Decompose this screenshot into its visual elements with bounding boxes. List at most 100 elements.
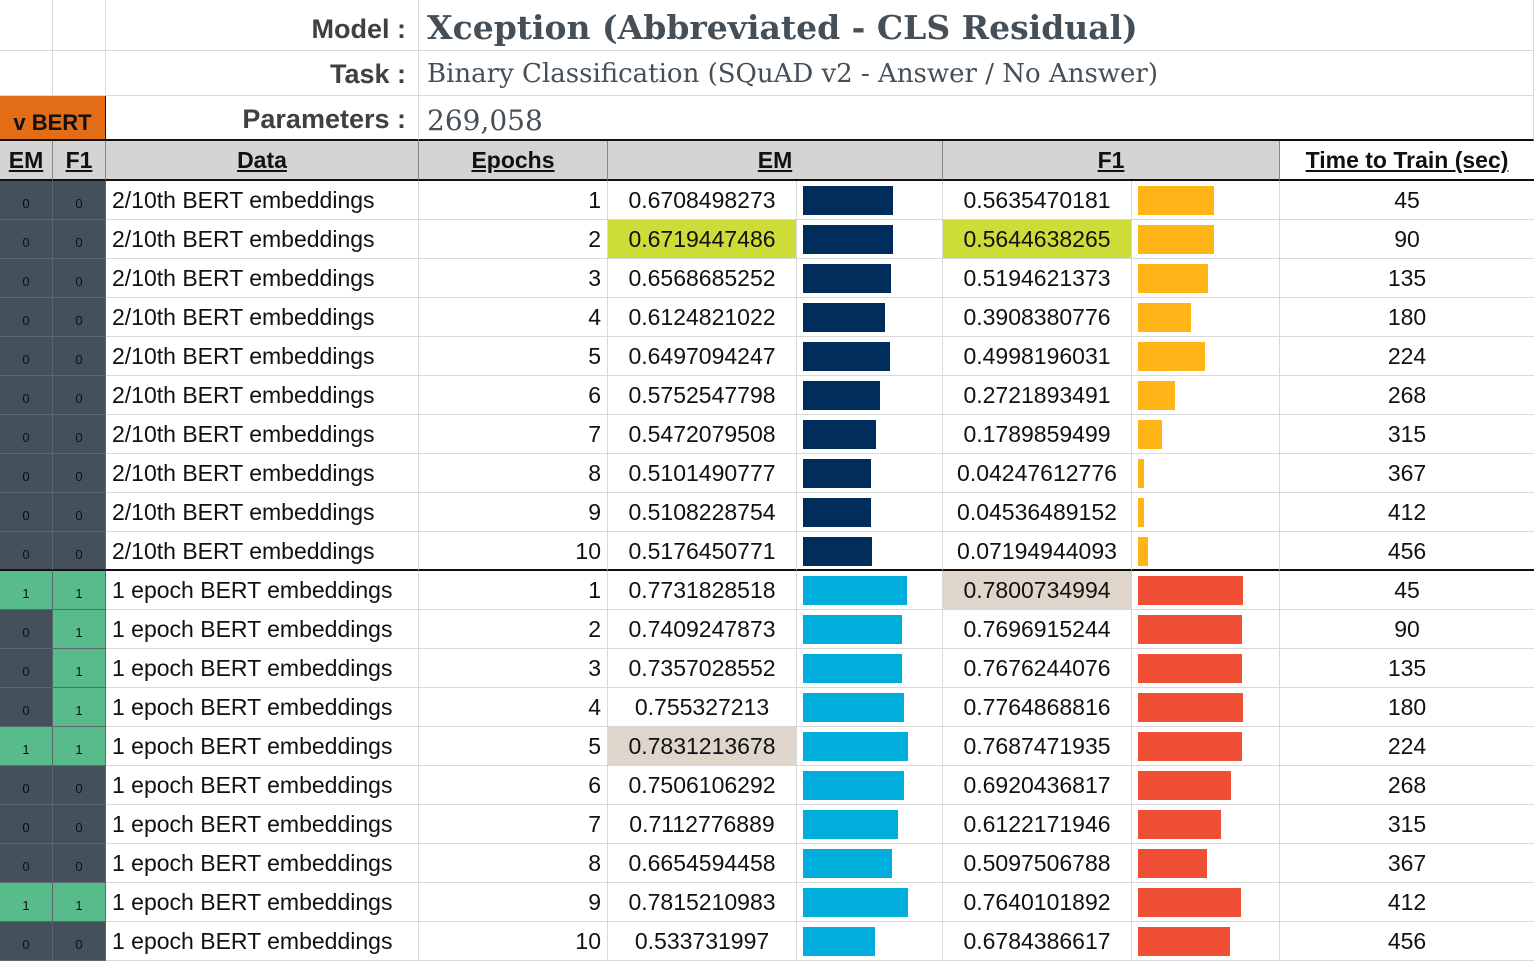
em-value-cell[interactable]: 0.6654594458 [608,844,797,883]
f1-bar-cell[interactable] [1132,415,1280,454]
f1-flag-cell[interactable]: 1 [53,883,106,922]
model-value[interactable]: Xception (Abbreviated - CLS Residual) [419,0,1534,51]
f1-bar-cell[interactable] [1132,337,1280,376]
epochs-cell[interactable]: 2 [419,220,608,259]
em-bar-cell[interactable] [797,298,943,337]
f1-flag-cell[interactable]: 1 [53,571,106,610]
f1-bar-cell[interactable] [1132,571,1280,610]
f1-bar-cell[interactable] [1132,688,1280,727]
time-cell[interactable]: 224 [1280,337,1534,376]
col-header-f1[interactable]: F1 [943,141,1280,181]
data-cell[interactable]: 1 epoch BERT embeddings [106,805,419,844]
f1-flag-cell[interactable]: 1 [53,649,106,688]
data-cell[interactable]: 2/10th BERT embeddings [106,454,419,493]
em-bar-cell[interactable] [797,259,943,298]
f1-value-cell[interactable]: 0.04536489152 [943,493,1132,532]
time-cell[interactable]: 224 [1280,727,1534,766]
f1-bar-cell[interactable] [1132,532,1280,571]
data-cell[interactable]: 2/10th BERT embeddings [106,532,419,571]
epochs-cell[interactable]: 7 [419,415,608,454]
em-bar-cell[interactable] [797,688,943,727]
time-cell[interactable]: 268 [1280,376,1534,415]
data-cell[interactable]: 1 epoch BERT embeddings [106,922,419,961]
em-value-cell[interactable]: 0.7815210983 [608,883,797,922]
f1-bar-cell[interactable] [1132,649,1280,688]
time-cell[interactable]: 412 [1280,493,1534,532]
data-cell[interactable]: 1 epoch BERT embeddings [106,688,419,727]
em-value-cell[interactable]: 0.7357028552 [608,649,797,688]
time-cell[interactable]: 412 [1280,883,1534,922]
f1-bar-cell[interactable] [1132,259,1280,298]
f1-flag-cell[interactable]: 0 [53,532,106,571]
f1-value-cell[interactable]: 0.7676244076 [943,649,1132,688]
em-bar-cell[interactable] [797,610,943,649]
f1-flag-cell[interactable]: 0 [53,454,106,493]
epochs-cell[interactable]: 3 [419,649,608,688]
f1-flag-cell[interactable]: 0 [53,259,106,298]
f1-bar-cell[interactable] [1132,493,1280,532]
time-cell[interactable]: 268 [1280,766,1534,805]
em-flag-cell[interactable]: 0 [0,376,53,415]
f1-flag-cell[interactable]: 0 [53,181,106,220]
epochs-cell[interactable]: 8 [419,844,608,883]
em-value-cell[interactable]: 0.7112776889 [608,805,797,844]
col-header-epochs[interactable]: Epochs [419,141,608,181]
em-value-cell[interactable]: 0.5176450771 [608,532,797,571]
f1-value-cell[interactable]: 0.7764868816 [943,688,1132,727]
header-blank-b2[interactable] [53,51,106,96]
f1-bar-cell[interactable] [1132,610,1280,649]
em-value-cell[interactable]: 0.7831213678 [608,727,797,766]
f1-bar-cell[interactable] [1132,844,1280,883]
f1-flag-cell[interactable]: 0 [53,298,106,337]
em-bar-cell[interactable] [797,922,943,961]
f1-bar-cell[interactable] [1132,454,1280,493]
task-value[interactable]: Binary Classification (SQuAD v2 - Answer… [419,51,1534,96]
em-flag-cell[interactable]: 1 [0,727,53,766]
f1-bar-cell[interactable] [1132,805,1280,844]
time-cell[interactable]: 45 [1280,571,1534,610]
time-cell[interactable]: 180 [1280,298,1534,337]
f1-value-cell[interactable]: 0.7800734994 [943,571,1132,610]
params-value[interactable]: 269,058 [419,96,1534,141]
em-bar-cell[interactable] [797,844,943,883]
epochs-cell[interactable]: 1 [419,571,608,610]
data-cell[interactable]: 2/10th BERT embeddings [106,259,419,298]
em-value-cell[interactable]: 0.533731997 [608,922,797,961]
epochs-cell[interactable]: 8 [419,454,608,493]
time-cell[interactable]: 45 [1280,181,1534,220]
f1-flag-cell[interactable]: 0 [53,922,106,961]
em-bar-cell[interactable] [797,727,943,766]
data-cell[interactable]: 2/10th BERT embeddings [106,376,419,415]
em-flag-cell[interactable]: 0 [0,220,53,259]
epochs-cell[interactable]: 4 [419,688,608,727]
em-value-cell[interactable]: 0.5101490777 [608,454,797,493]
f1-flag-cell[interactable]: 0 [53,766,106,805]
data-cell[interactable]: 1 epoch BERT embeddings [106,844,419,883]
f1-value-cell[interactable]: 0.6122171946 [943,805,1132,844]
time-cell[interactable]: 367 [1280,844,1534,883]
col-header-data[interactable]: Data [106,141,419,181]
em-bar-cell[interactable] [797,376,943,415]
em-flag-cell[interactable]: 0 [0,259,53,298]
time-cell[interactable]: 315 [1280,805,1534,844]
f1-value-cell[interactable]: 0.2721893491 [943,376,1132,415]
em-bar-cell[interactable] [797,220,943,259]
epochs-cell[interactable]: 6 [419,766,608,805]
em-bar-cell[interactable] [797,337,943,376]
epochs-cell[interactable]: 9 [419,883,608,922]
em-flag-cell[interactable]: 0 [0,415,53,454]
f1-value-cell[interactable]: 0.6784386617 [943,922,1132,961]
epochs-cell[interactable]: 6 [419,376,608,415]
em-value-cell[interactable]: 0.6568685252 [608,259,797,298]
epochs-cell[interactable]: 10 [419,532,608,571]
em-flag-cell[interactable]: 0 [0,766,53,805]
epochs-cell[interactable]: 1 [419,181,608,220]
f1-value-cell[interactable]: 0.1789859499 [943,415,1132,454]
em-flag-cell[interactable]: 0 [0,454,53,493]
f1-flag-cell[interactable]: 0 [53,844,106,883]
time-cell[interactable]: 456 [1280,922,1534,961]
f1-bar-cell[interactable] [1132,298,1280,337]
f1-value-cell[interactable]: 0.7696915244 [943,610,1132,649]
em-bar-cell[interactable] [797,532,943,571]
em-flag-cell[interactable]: 1 [0,571,53,610]
